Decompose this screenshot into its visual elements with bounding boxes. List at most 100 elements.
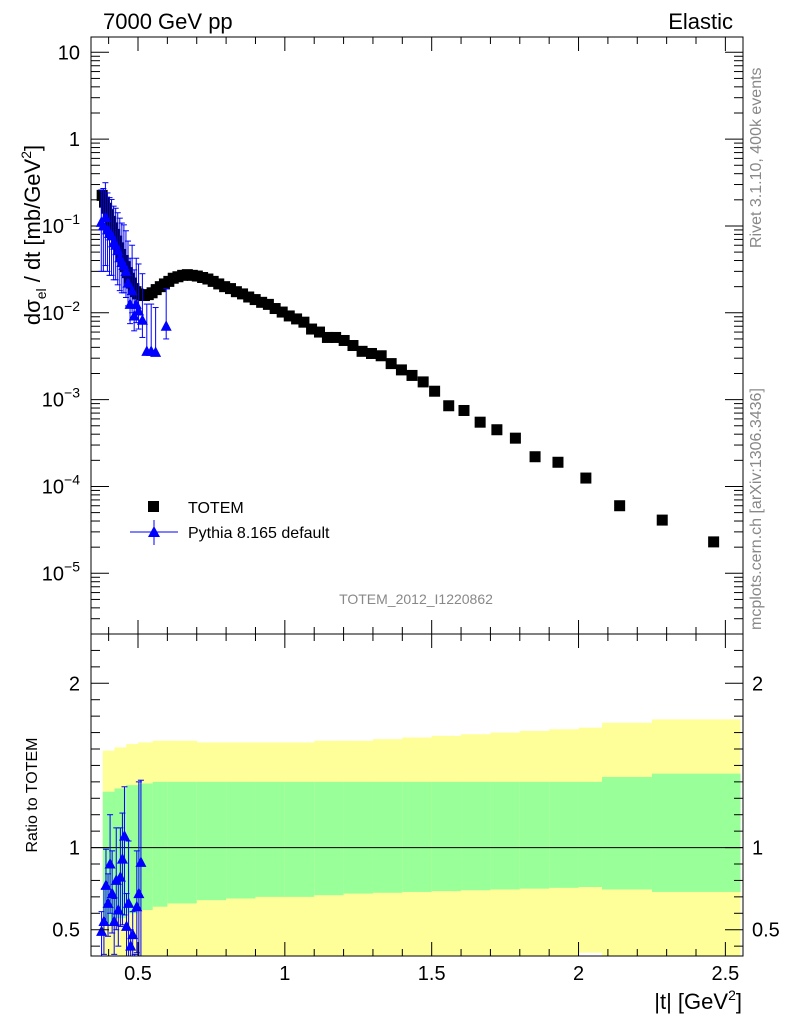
ratio-point — [127, 928, 139, 940]
ratio-plot-frame — [90, 633, 744, 957]
totem-data-points — [96, 189, 720, 548]
totem-point — [491, 424, 503, 436]
totem-point — [219, 281, 231, 293]
x-tick-label: 1 — [279, 963, 290, 985]
y-tick-label: 10−4 — [42, 471, 80, 498]
inner-band-segment — [126, 785, 139, 914]
inner-band-segment — [372, 781, 403, 893]
inner-band-segment — [490, 781, 521, 890]
ratio-point — [102, 897, 114, 908]
ratio-pythia-points — [96, 779, 147, 957]
x-tick-label: 1.5 — [418, 963, 446, 985]
inner-band-segment — [255, 781, 286, 897]
totem-point — [338, 334, 350, 346]
totem-point — [213, 278, 225, 290]
totem-point — [552, 456, 564, 468]
ratio-plot-panel: 0.5 1 1.5 2 2.5 0.5 0.5 1 1 2 2 Ratio to TOTEM |t|… — [24, 633, 780, 1014]
inner-band-segment — [402, 781, 433, 892]
inner-band-segment — [226, 781, 256, 899]
pythia-point — [136, 314, 148, 325]
totem-point — [207, 275, 219, 287]
totem-point — [291, 313, 303, 325]
x-tick-label: 2 — [573, 963, 584, 985]
pythia-point — [112, 244, 124, 256]
x-tick-label: 0.5 — [124, 963, 152, 985]
totem-point — [306, 323, 318, 335]
ratio-point — [118, 830, 130, 841]
y-tick-label: 10−3 — [42, 385, 80, 412]
ratio-y-tick-label: 2 — [69, 673, 80, 695]
rivet-version-label: Rivet 3.1.10, 400k events — [748, 67, 765, 248]
ratio-uncertainty-bands — [102, 719, 741, 956]
totem-point — [321, 331, 333, 343]
totem-point — [269, 303, 281, 315]
inner-band-segment — [549, 781, 580, 888]
totem-point — [365, 347, 377, 359]
legend-marker-totem — [148, 501, 159, 512]
pythia-point — [122, 277, 134, 288]
totem-point — [395, 364, 407, 376]
ratio-y-tick-label-right: 1 — [752, 838, 763, 860]
totem-point — [99, 196, 111, 208]
totem-point — [126, 277, 138, 289]
pythia-point — [150, 346, 162, 357]
process-label: Elastic — [668, 9, 733, 34]
main-plot-frame — [90, 36, 744, 635]
totem-point — [385, 358, 397, 370]
inner-band-segment — [431, 781, 462, 892]
inner-band-segment — [651, 773, 741, 892]
ratio-point — [114, 871, 126, 882]
ratio-point — [133, 887, 145, 899]
totem-point — [109, 228, 121, 240]
totem-point — [298, 316, 310, 328]
ratio-point — [121, 920, 133, 931]
totem-point — [237, 288, 249, 300]
totem-point — [256, 296, 268, 308]
totem-point — [458, 404, 470, 416]
totem-point — [330, 331, 342, 343]
totem-point — [313, 326, 325, 338]
ratio-point — [108, 915, 120, 926]
totem-point — [443, 400, 455, 412]
totem-point — [111, 235, 123, 247]
y-tick-label: 10 — [58, 42, 80, 64]
totem-point — [96, 189, 108, 201]
inner-band-segment — [137, 783, 154, 910]
totem-point — [529, 451, 541, 463]
ratio-y-tick-label-right: 0.5 — [752, 920, 780, 942]
pythia-point — [106, 229, 118, 241]
totem-point — [276, 306, 288, 318]
totem-point — [474, 416, 486, 428]
totem-point — [417, 376, 429, 388]
legend-marker-pythia — [148, 526, 160, 537]
x-axis-label: |t| [GeV2] — [654, 987, 742, 1014]
totem-point — [614, 500, 626, 512]
ratio-point — [131, 900, 143, 912]
pythia-point — [133, 304, 145, 316]
ratio-y-tick-label: 1 — [69, 838, 80, 860]
main-plot-panel: 10 1 10−1 10−2 10−3 10−4 10−5 dσel / dt [mb/Ge… — [18, 36, 744, 635]
ratio-point — [98, 915, 110, 926]
ratio-plot-ticks — [91, 634, 743, 956]
ratio-point — [112, 904, 124, 915]
legend-label-totem: TOTEM — [188, 500, 244, 517]
ratio-point — [135, 856, 147, 867]
inner-band-segment — [196, 781, 227, 901]
totem-point — [283, 310, 295, 322]
totem-point — [105, 215, 117, 227]
pythia-mc-points — [95, 182, 172, 357]
ratio-plot-tick-labels: 0.5 1 1.5 2 2.5 0.5 0.5 1 1 2 2 — [52, 673, 780, 985]
main-plot-y-tick-labels: 10 1 10−1 10−2 10−3 10−4 10−5 — [42, 42, 80, 585]
totem-point — [406, 369, 418, 381]
inner-band-segment — [602, 776, 653, 890]
ratio-point — [116, 853, 128, 864]
inner-band-segment — [519, 781, 550, 889]
mcplots-label: mcplots.cern.ch [arXiv:1306.3436] — [748, 388, 765, 630]
ratio-point — [104, 858, 116, 869]
energy-label: 7000 GeV pp — [103, 9, 233, 34]
totem-point — [249, 294, 261, 306]
inner-band-segment — [343, 781, 374, 894]
totem-point — [656, 514, 668, 526]
ratio-y-axis-label: Ratio to TOTEM — [24, 738, 41, 853]
